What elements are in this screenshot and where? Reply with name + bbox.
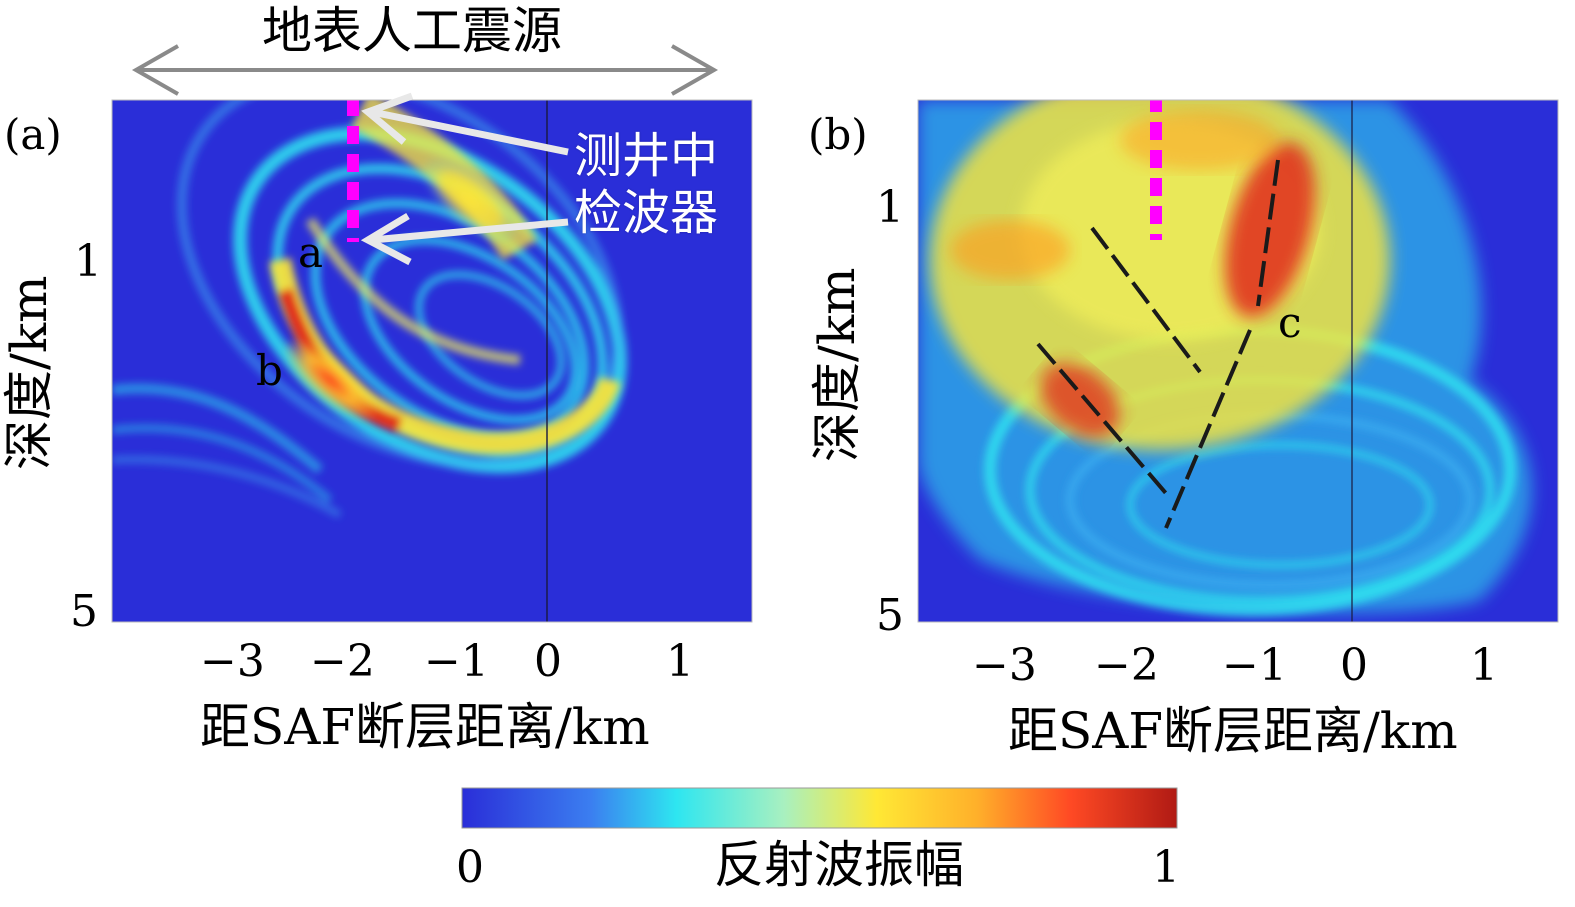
panel-b-label: (b) — [808, 110, 868, 159]
receiver-label-line1: 测井中 — [574, 128, 719, 184]
panel-a-xtick-m1: −1 — [424, 636, 489, 687]
panel-a-ytick-5: 5 — [70, 586, 98, 637]
colorbar-title: 反射波振幅 — [714, 836, 964, 894]
panel-b-xtick-m1: −1 — [1222, 640, 1287, 691]
annotation-b: b — [256, 346, 283, 395]
panel-b-ytick-5: 5 — [876, 590, 904, 641]
panel-b-ytick-1: 1 — [876, 182, 904, 233]
panel-b-ylabel: 深度/km — [808, 267, 866, 462]
annotation-a: a — [298, 228, 324, 277]
panel-a-xtick-0: 0 — [534, 636, 562, 687]
panel-a-xtick-m2: −2 — [310, 636, 375, 687]
panel-a-ylabel: 深度/km — [0, 275, 58, 470]
heatmap-panel-b — [918, 100, 1558, 622]
colorbar-gradient — [461, 787, 1178, 829]
panel-a-label: (a) — [4, 110, 62, 159]
panel-a-xtick-m3: −3 — [200, 636, 265, 687]
colorbar-min-label: 0 — [456, 842, 484, 893]
receiver-label: 测井中 检波器 — [574, 128, 744, 241]
panel-a-xlabel: 距SAF断层距离/km — [200, 698, 650, 756]
panel-b-xtick-0: 0 — [1340, 640, 1368, 691]
panel-b-xlabel: 距SAF断层距离/km — [1008, 702, 1458, 760]
heatmap-panel-a — [112, 100, 752, 622]
panel-a-ytick-1: 1 — [74, 236, 102, 287]
panel-b-xtick-1: 1 — [1470, 640, 1498, 691]
colorbar-max-label: 1 — [1152, 842, 1180, 893]
interpreted-reflectors — [1036, 159, 1280, 529]
panel-b-xtick-m2: −2 — [1094, 640, 1159, 691]
panel-b-xtick-m3: −3 — [972, 640, 1037, 691]
annotation-c: c — [1278, 298, 1302, 347]
receiver-pointer-arrows — [360, 92, 569, 266]
source-span-arrow — [131, 44, 719, 96]
panel-a-xtick-1: 1 — [666, 636, 694, 687]
source-label: 地表人工震源 — [262, 2, 562, 60]
receiver-label-line2: 检波器 — [574, 184, 719, 241]
